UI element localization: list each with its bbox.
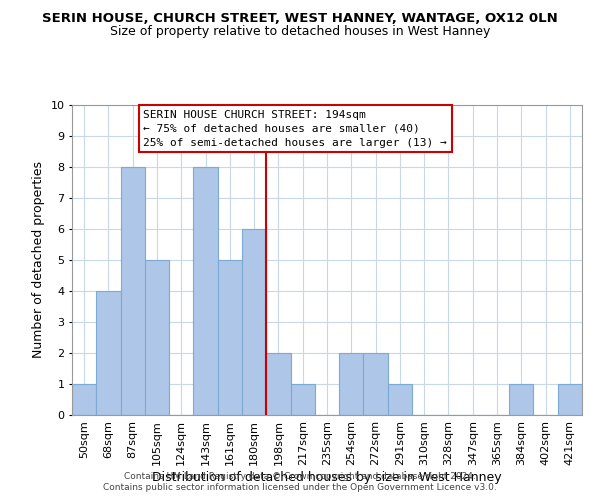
Bar [558, 384, 582, 415]
Bar [242, 229, 266, 415]
Text: SERIN HOUSE CHURCH STREET: 194sqm
← 75% of detached houses are smaller (40)
25% : SERIN HOUSE CHURCH STREET: 194sqm ← 75% … [143, 110, 447, 148]
Bar [121, 167, 145, 415]
X-axis label: Distribution of detached houses by size in West Hanney: Distribution of detached houses by size … [152, 470, 502, 484]
Bar [72, 384, 96, 415]
Bar [364, 353, 388, 415]
Bar [145, 260, 169, 415]
Bar [96, 291, 121, 415]
Bar [218, 260, 242, 415]
Text: Contains HM Land Registry data © Crown copyright and database right 2024.: Contains HM Land Registry data © Crown c… [124, 472, 476, 481]
Bar [193, 167, 218, 415]
Text: Size of property relative to detached houses in West Hanney: Size of property relative to detached ho… [110, 25, 490, 38]
Y-axis label: Number of detached properties: Number of detached properties [32, 162, 45, 358]
Text: SERIN HOUSE, CHURCH STREET, WEST HANNEY, WANTAGE, OX12 0LN: SERIN HOUSE, CHURCH STREET, WEST HANNEY,… [42, 12, 558, 26]
Bar [339, 353, 364, 415]
Bar [388, 384, 412, 415]
Bar [509, 384, 533, 415]
Bar [266, 353, 290, 415]
Bar [290, 384, 315, 415]
Text: Contains public sector information licensed under the Open Government Licence v3: Contains public sector information licen… [103, 484, 497, 492]
